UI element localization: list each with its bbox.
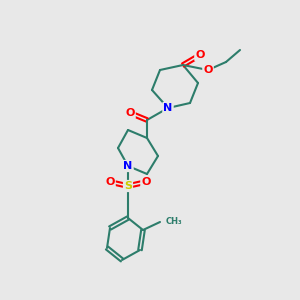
Text: O: O [141, 177, 151, 187]
Text: O: O [125, 108, 135, 118]
Text: O: O [105, 177, 115, 187]
Text: CH₃: CH₃ [166, 218, 183, 226]
Text: N: N [164, 103, 172, 113]
Text: N: N [123, 161, 133, 171]
Text: O: O [195, 50, 205, 60]
Text: S: S [124, 181, 132, 191]
Text: O: O [203, 65, 213, 75]
